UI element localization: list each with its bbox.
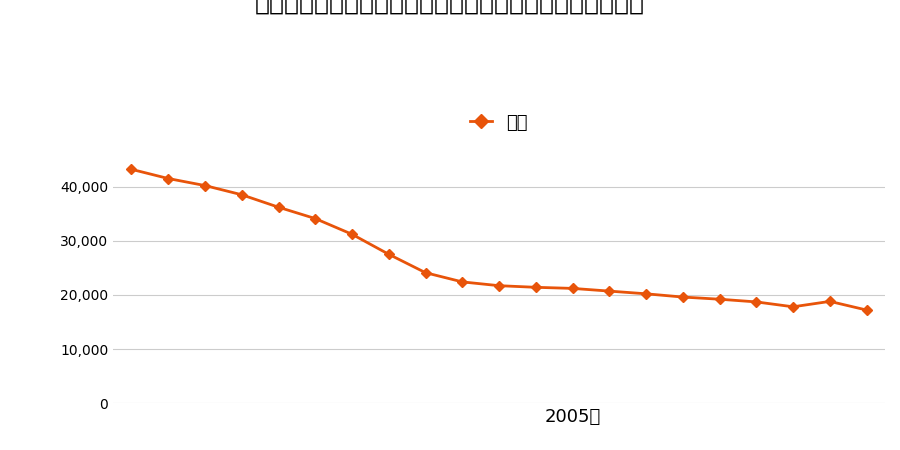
価格	[273, 204, 284, 210]
価格	[567, 286, 578, 291]
価格	[751, 299, 761, 305]
価格	[126, 166, 137, 172]
Legend: 価格: 価格	[463, 106, 536, 140]
価格	[310, 216, 320, 221]
価格	[346, 232, 357, 237]
価格	[420, 270, 431, 275]
価格	[530, 284, 541, 290]
価格	[641, 291, 652, 297]
価格	[824, 299, 835, 304]
価格	[200, 183, 211, 188]
価格	[237, 192, 248, 198]
価格	[788, 304, 798, 310]
価格	[715, 297, 725, 302]
価格	[163, 176, 174, 181]
価格	[861, 307, 872, 313]
Line: 価格: 価格	[128, 166, 870, 314]
価格	[457, 279, 468, 284]
価格	[494, 283, 505, 288]
価格	[383, 252, 394, 257]
Text: 埼玉県比企郡小川町大字青山字根木１３４２番の地価推移: 埼玉県比企郡小川町大字青山字根木１３４２番の地価推移	[255, 0, 645, 15]
価格	[678, 294, 688, 300]
価格	[604, 288, 615, 294]
